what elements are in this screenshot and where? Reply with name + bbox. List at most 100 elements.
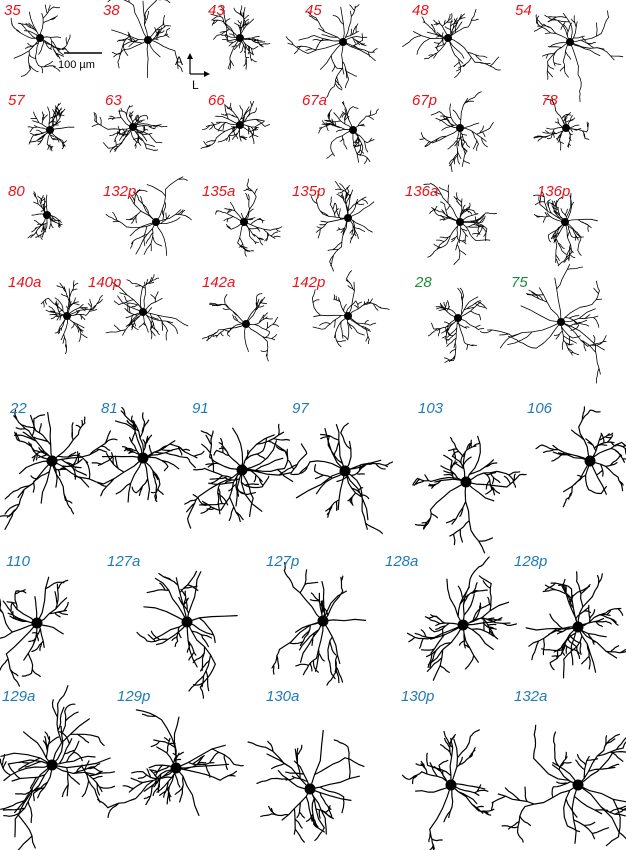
dendrite-tree	[533, 97, 590, 151]
cell-soma	[456, 124, 464, 132]
dendrite-tree	[525, 571, 626, 679]
dendrite-tree	[423, 183, 497, 266]
cell-soma	[445, 779, 457, 791]
neuron-cell-140a: 140a	[8, 274, 103, 355]
neuron-cell-128a: 128a	[385, 553, 517, 681]
neuron-cell-48: 48	[402, 2, 501, 78]
neuron-cell-81: 81	[74, 400, 205, 503]
cell-soma	[236, 464, 248, 476]
cell-label: 80	[8, 183, 25, 200]
cell-soma	[584, 455, 596, 467]
dendrite-tree	[533, 10, 624, 103]
cell-soma	[236, 121, 244, 129]
neuron-cell-136p: 136p	[533, 183, 598, 267]
neuron-cell-142a: 142a	[202, 274, 279, 362]
cell-label: 110	[6, 553, 31, 570]
dendrite-tree	[535, 406, 626, 508]
neuron-cell-128p: 128p	[514, 553, 626, 679]
dendrite-tree	[74, 406, 205, 503]
cell-soma	[566, 38, 574, 46]
cell-soma	[339, 465, 351, 477]
neuron-cell-54: 54	[515, 2, 624, 103]
cell-soma	[349, 126, 357, 134]
neuron-cell-97: 97	[290, 400, 393, 534]
cell-soma	[170, 762, 182, 774]
cell-label: 135a	[202, 183, 235, 200]
cell-soma	[240, 218, 248, 226]
cell-soma	[129, 123, 137, 131]
cell-soma	[144, 36, 152, 44]
dendrite-tree	[0, 409, 118, 530]
cell-label: 48	[412, 2, 429, 19]
dendrite-tree	[479, 263, 607, 384]
cell-soma	[46, 759, 58, 771]
cell-label: 35	[4, 2, 21, 19]
dendrite-tree	[105, 274, 189, 341]
neuron-cell-67a: 67a	[302, 92, 379, 164]
dendrite-tree	[97, 709, 244, 818]
cell-label: 97	[292, 400, 309, 417]
neuron-cell-132a: 132a	[491, 688, 626, 847]
neuron-cell-130p: 130p	[401, 688, 495, 850]
compass-anterior-label: A	[175, 54, 183, 68]
cell-label: 142a	[202, 274, 235, 291]
cell-label: 66	[208, 92, 225, 109]
dendrite-tree	[247, 729, 365, 843]
dendrite-tree	[210, 5, 271, 70]
neuron-cell-75: 75	[479, 263, 607, 384]
cell-label: 45	[305, 2, 322, 19]
cell-soma	[344, 312, 352, 320]
cell-soma	[304, 783, 316, 795]
neuron-cell-66: 66	[200, 92, 271, 149]
cell-soma	[236, 34, 244, 42]
cell-label: 91	[192, 400, 209, 417]
dendrite-tree	[202, 293, 279, 362]
dendrite-tree	[412, 435, 527, 554]
neuron-cell-67p: 67p	[412, 91, 494, 173]
anterior-arrowhead-icon	[187, 53, 193, 59]
neuron-cell-142p: 142p	[292, 270, 390, 348]
neuron-cell-127a: 127a	[107, 553, 238, 699]
dendrite-tree	[0, 576, 69, 687]
cell-label: 135p	[292, 183, 325, 200]
cell-soma	[36, 34, 44, 42]
cell-soma	[561, 218, 569, 226]
dendrite-tree	[402, 9, 501, 78]
neuron-cell-28: 28	[414, 274, 487, 363]
cell-label: 67p	[412, 92, 437, 109]
dendrite-tree	[406, 556, 517, 681]
cell-label: 128p	[514, 553, 547, 570]
cell-label: 140p	[88, 274, 121, 291]
neuron-cell-38: 38	[103, 0, 183, 79]
neuron-cell-106: 106	[527, 400, 626, 508]
dendrite-tree	[107, 0, 183, 79]
neuron-cell-45: 45	[285, 2, 378, 98]
cell-soma	[339, 38, 347, 46]
neuron-cell-130a: 130a	[247, 688, 365, 843]
cell-soma	[562, 124, 570, 132]
neuron-cell-22: 22	[0, 400, 118, 530]
dendrite-tree	[285, 4, 378, 98]
dendrite-tree	[40, 280, 103, 355]
neuron-cell-110: 110	[0, 553, 69, 687]
cell-label: 54	[515, 2, 532, 19]
neuron-cell-80: 80	[8, 183, 63, 240]
neuron-cell-63: 63	[91, 92, 168, 153]
cell-label: 78	[541, 92, 558, 109]
cell-label: 132a	[514, 688, 547, 705]
dendrite-tree	[184, 423, 308, 529]
neuron-cell-103: 103	[412, 400, 527, 554]
dendrite-tree	[200, 100, 271, 149]
cell-soma	[152, 218, 160, 226]
neuron-cell-127p: 127p	[266, 553, 367, 686]
neuron-cell-132p: 132p	[103, 176, 192, 256]
dendrite-tree	[491, 724, 626, 847]
neuron-cell-91: 91	[184, 400, 308, 529]
dendrite-tree	[271, 562, 367, 686]
cell-soma	[456, 218, 464, 226]
cell-soma	[43, 211, 51, 219]
neuron-cell-129p: 129p	[97, 688, 244, 818]
cell-label: 38	[103, 2, 120, 19]
dendrite-tree	[91, 105, 168, 153]
cell-label: 22	[9, 400, 27, 417]
